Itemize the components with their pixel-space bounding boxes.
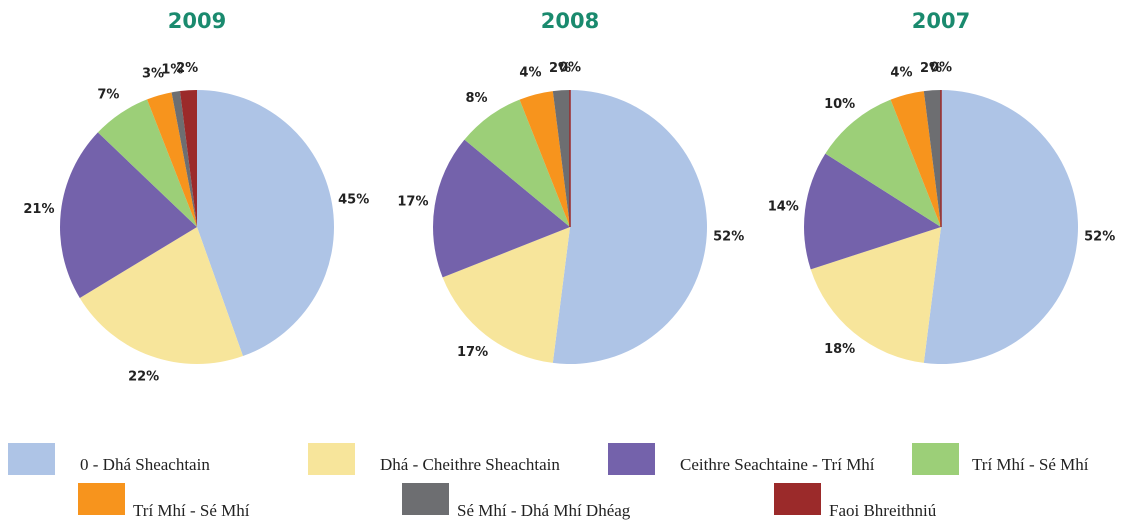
legend-swatch <box>402 483 449 515</box>
data-label: 21% <box>23 202 54 217</box>
pie-slice <box>97 99 197 227</box>
pie-slice <box>810 227 941 363</box>
data-label: 1% <box>161 62 183 77</box>
data-label: 0% <box>559 61 581 76</box>
pie-slice <box>464 99 570 227</box>
chart-title: 2008 <box>541 9 599 33</box>
data-label: 14% <box>768 200 799 215</box>
data-label: 4% <box>890 65 912 80</box>
pie-slice <box>890 91 941 227</box>
pie-slice <box>433 139 570 278</box>
pie-slice <box>804 153 941 270</box>
data-label: 10% <box>824 97 855 112</box>
data-label: 45% <box>338 192 369 207</box>
legend-label: Faoi Bhreithniú <box>829 501 937 520</box>
data-label: 2% <box>549 61 571 76</box>
data-label: 7% <box>97 87 119 102</box>
legend-label: Trí Mhí - Sé Mhí <box>133 501 250 520</box>
pie-slice <box>923 90 1078 364</box>
data-label: 18% <box>824 342 855 357</box>
data-label: 4% <box>519 65 541 80</box>
legend-swatch <box>912 443 959 475</box>
legend-swatch <box>308 443 355 475</box>
data-label: 52% <box>1084 229 1115 244</box>
pie-slice <box>171 91 197 228</box>
legend-label: Ceithre Seachtaine - Trí Mhí <box>680 455 875 474</box>
legend-label: 0 - Dhá Sheachtain <box>80 455 210 474</box>
legend-swatch <box>8 443 55 475</box>
data-label: 2% <box>176 61 198 76</box>
data-label: 22% <box>128 369 159 384</box>
pie-slice <box>552 90 570 227</box>
data-label: 0% <box>930 61 952 76</box>
legend-label: Trí Mhí - Sé Mhí <box>972 455 1089 474</box>
data-label: 8% <box>466 91 488 106</box>
legend-swatch <box>78 483 125 515</box>
legend-label: Dhá - Cheithre Sheachtain <box>380 455 560 474</box>
pie-slice <box>519 91 570 227</box>
data-label: 3% <box>142 67 164 82</box>
legend-swatch <box>774 483 821 515</box>
pie-slice <box>923 90 941 227</box>
chart-title: 2007 <box>912 9 970 33</box>
pie-slice <box>60 132 197 298</box>
pie-slice <box>825 99 941 227</box>
data-label: 2% <box>920 61 942 76</box>
data-label: 52% <box>713 229 744 244</box>
data-label: 17% <box>457 345 488 360</box>
pie-slice <box>147 92 197 227</box>
pie-slice <box>197 90 334 357</box>
pie-slice <box>552 90 707 364</box>
legend-label: Sé Mhí - Dhá Mhí Dhéag <box>457 501 631 520</box>
chart-title: 2009 <box>168 9 226 33</box>
legend-swatch <box>608 443 655 475</box>
pie-slice <box>442 227 570 363</box>
data-label: 17% <box>397 195 428 210</box>
pie-slice <box>79 227 243 364</box>
pie-slice <box>179 90 197 227</box>
